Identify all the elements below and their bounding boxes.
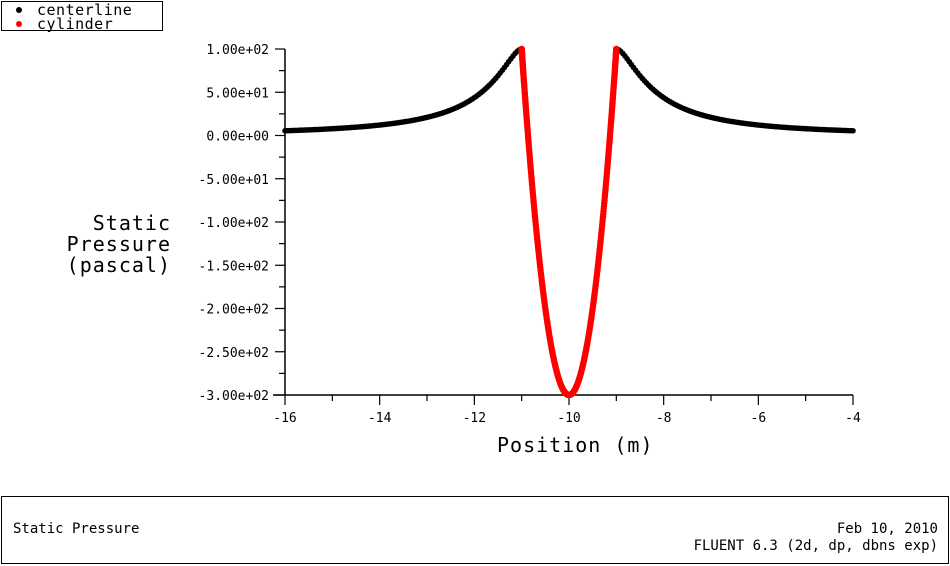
series-cylinder [518,45,620,399]
data-point [850,127,856,134]
series-centerline [282,46,856,134]
x-tick-label: -16 [273,411,296,426]
footer-title: Static Pressure [13,521,140,537]
legend-item-cylinder: cylinder [16,15,114,33]
y-axis-label-line: Static [92,211,171,235]
footer-panel: Static Pressure Feb 10, 2010 FLUENT 6.3 … [1,496,949,564]
y-tick-label: 5.00e+01 [206,86,269,101]
legend-label: cylinder [37,15,114,33]
x-tick-label: -8 [656,411,672,426]
footer-info: Feb 10, 2010 FLUENT 6.3 (2d, dp, dbns ex… [694,521,938,555]
x-tick-label: -6 [751,411,767,426]
legend-marker-cylinder-icon [16,21,22,27]
y-axis-label-line: (pascal) [66,253,171,277]
y-axis-label: Static Pressure (pascal) [67,213,171,276]
x-tick-label: -4 [845,411,861,426]
footer-solver: FLUENT 6.3 (2d, dp, dbns exp) [693,538,938,554]
y-axis-label-line: Pressure [66,232,171,256]
legend-marker-centerline-icon [16,7,22,13]
y-tick-label: -5.00e+01 [199,173,269,188]
y-tick-label: -1.50e+02 [199,259,269,274]
x-tick-label: -12 [463,411,486,426]
legend-item-centerline: centerline [16,1,133,19]
y-tick-label: -1.00e+02 [199,216,269,231]
y-tick-label: 0.00e+00 [206,130,269,145]
footer-date: Feb 10, 2010 [836,521,938,537]
y-tick-label: -3.00e+02 [199,389,269,404]
x-tick-label: -14 [368,411,392,426]
plot-area: 1.00e+02 5.00e+01 0.00e+00 -5.00e+01 -1.00e+… [199,43,861,426]
data-point [613,45,620,53]
legend-label: centerline [37,1,133,19]
axes: 1.00e+02 5.00e+01 0.00e+00 -5.00e+01 -1.00e+… [199,43,861,426]
x-axis-label: Position (m) [497,433,654,457]
y-tick-label: -2.00e+02 [199,303,269,318]
y-tick-label: 1.00e+02 [206,43,269,58]
x-tick-label: -10 [557,411,580,426]
y-tick-label: -2.50e+02 [199,346,269,361]
data-series [282,45,856,399]
legend: centerline cylinder [1,1,163,33]
